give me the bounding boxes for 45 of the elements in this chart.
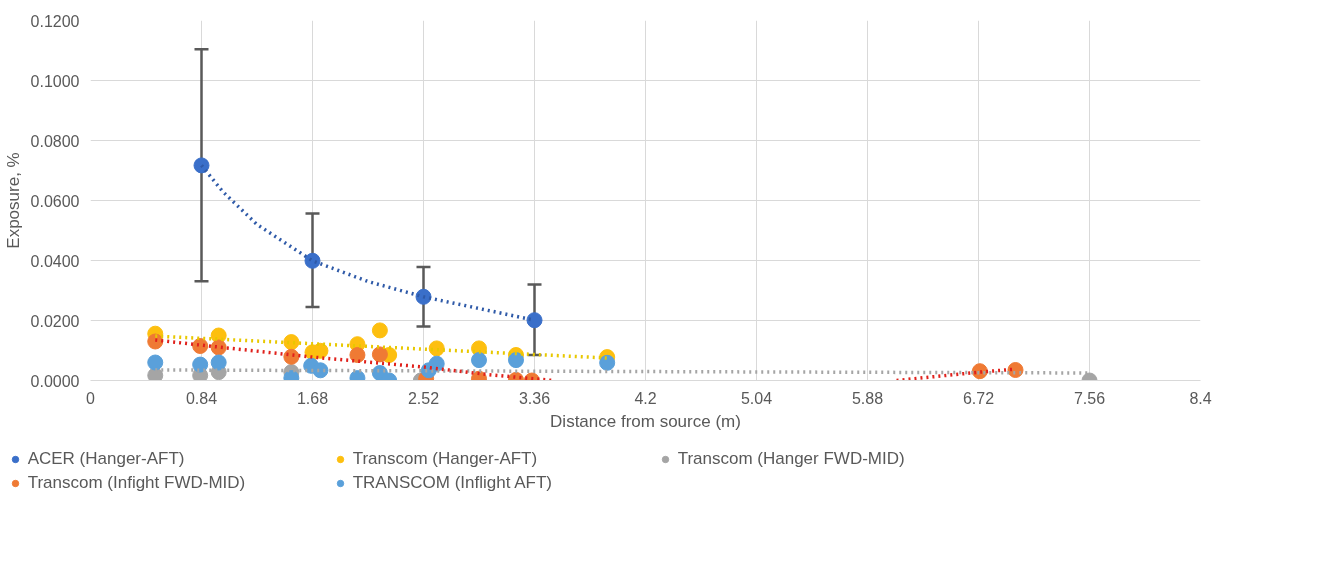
x-tick-label: 3.36 [518,389,551,407]
point [192,338,209,354]
y-axis-title: Exposure, % [3,152,23,249]
legend-label: Transcom (Hanger-AFT) [352,449,539,469]
x-tick-label: 1.68 [296,389,329,407]
point [471,352,487,369]
legend-label: TRANSCOM (Inflight AFT) [352,473,553,493]
x-tick-label: 8.4 [1189,389,1212,407]
x-tick-label: 0 [86,389,96,407]
point [147,354,164,371]
point [526,312,543,329]
point [428,355,445,372]
y-tick-label: 0.1200 [30,12,80,30]
y-tick-label: 0.0000 [30,372,80,390]
legend-label: Transcom (Infight FWD-MID) [27,473,247,493]
x-tick-label: 5.88 [851,389,884,407]
point [283,334,300,351]
point [147,367,164,381]
point [349,347,366,363]
point [210,339,227,356]
point [371,322,388,339]
x-tick-label: 5.04 [740,389,773,407]
x-tick-label: 7.56 [1073,389,1106,407]
y-tick-label: 0.0200 [30,312,80,330]
x-tick-label: 0.84 [185,389,218,407]
y-tick-label: 0.0400 [30,252,80,270]
x-axis-title: Distance from source (m) [550,411,741,431]
y-tick-label: 0.0800 [30,132,80,150]
legend-label: Transcom (Hanger FWD-MID) [677,449,906,469]
point [428,340,445,357]
x-tick-label: 2.52 [407,389,440,407]
x-tick-label: 6.72 [962,389,995,407]
x-tick-label: 4.2 [634,389,657,407]
point [599,354,616,371]
point [283,348,300,365]
point [371,346,388,363]
legend-label: ACER (Hanger-AFT) [27,449,186,469]
point [193,157,210,174]
point [312,362,329,379]
point [210,354,227,371]
point [192,356,209,373]
point [304,252,321,269]
point [508,352,524,369]
y-tick-label: 0.1000 [30,72,80,90]
y-tick-label: 0.0600 [30,192,80,210]
